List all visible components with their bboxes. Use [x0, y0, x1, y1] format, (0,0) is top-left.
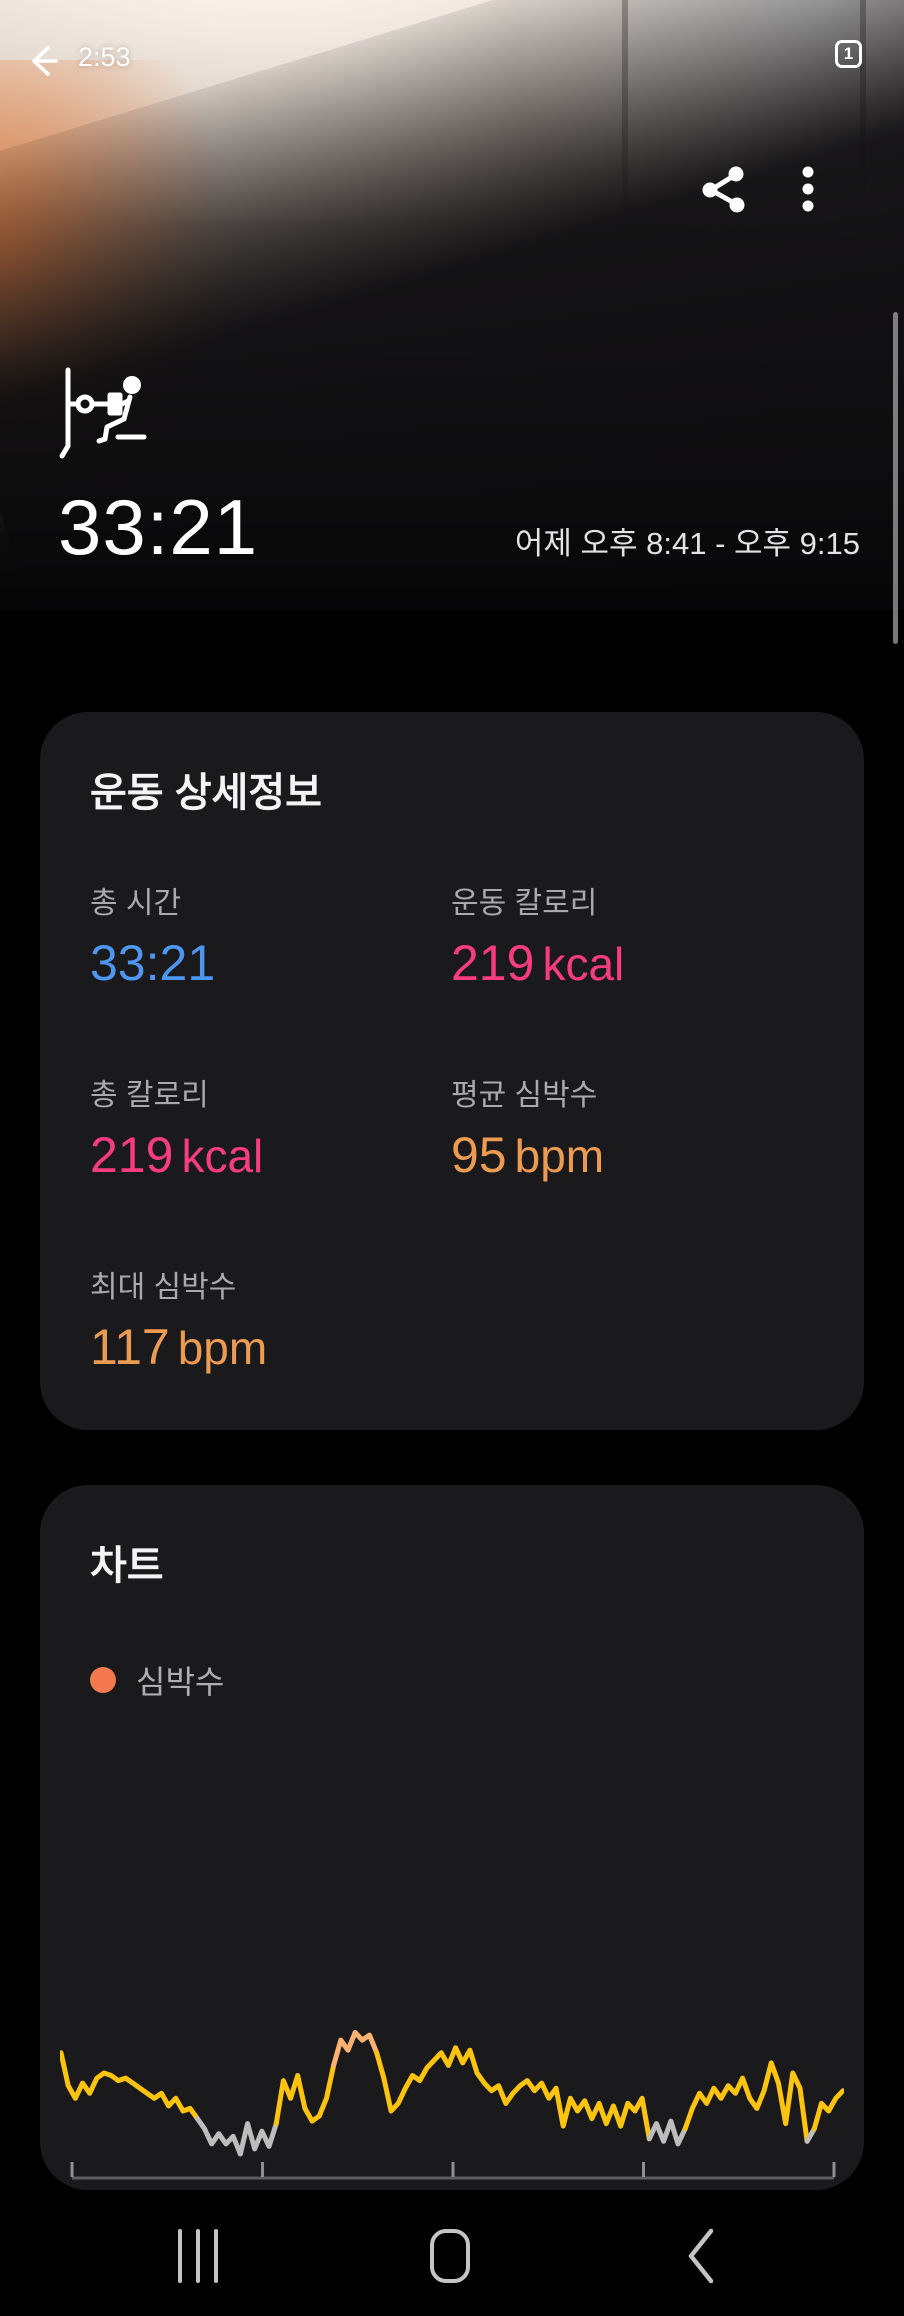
notification-count-icon: 1 — [835, 40, 862, 68]
details-card-title: 운동 상세정보 — [90, 771, 322, 815]
share-icon — [702, 166, 745, 213]
navigation-bar — [0, 2196, 904, 2316]
scrollbar[interactable] — [893, 312, 898, 644]
workout-details-card: 운동 상세정보 총 시간 33:21 운동 칼로리 219 kcal 총 칼로리 … — [40, 712, 864, 1430]
heart-rate-legend-label: 심박수 — [136, 1664, 225, 1700]
stats-grid: 총 시간 33:21 운동 칼로리 219 kcal 총 칼로리 219 kcal … — [90, 878, 814, 1376]
nav-back-button[interactable] — [642, 2210, 762, 2302]
recent-apps-icon — [178, 2229, 218, 2283]
chart-card-title: 차트 — [90, 1544, 164, 1588]
more-vertical-icon — [802, 166, 814, 212]
home-button[interactable] — [390, 2210, 510, 2302]
workout-duration: 33:21 — [58, 483, 259, 571]
photo-floor-shadow — [0, 350, 904, 610]
session-time-range: 어제 오후 8:41 - 오후 9:15 — [514, 526, 860, 561]
share-button[interactable] — [698, 162, 750, 216]
back-arrow-icon — [32, 46, 58, 76]
workout-header-photo — [0, 0, 904, 610]
back-button[interactable] — [22, 38, 66, 82]
more-options-button[interactable] — [788, 160, 828, 218]
chart-card: 차트 심박수 — [40, 1485, 864, 2190]
workout-type-icon — [58, 366, 154, 460]
stat-max-heart-rate: 최대 심박수 117 bpm — [90, 1271, 268, 1375]
home-icon — [430, 2229, 470, 2283]
recent-apps-button[interactable] — [138, 2210, 258, 2302]
status-clock: 2:53 — [78, 42, 131, 72]
chart-legend: 심박수 — [90, 1657, 814, 1703]
stat-avg-heart-rate: 평균 심박수 95 bpm — [451, 1079, 605, 1183]
stat-total-calories: 총 칼로리 219 kcal — [90, 1079, 264, 1183]
stat-total-time: 총 시간 33:21 — [90, 887, 216, 991]
heart-rate-chart — [60, 2030, 844, 2180]
heart-rate-legend-dot-icon — [90, 1667, 116, 1693]
stat-workout-calories: 운동 칼로리 219 kcal — [451, 887, 625, 991]
nav-back-icon — [688, 2228, 714, 2284]
